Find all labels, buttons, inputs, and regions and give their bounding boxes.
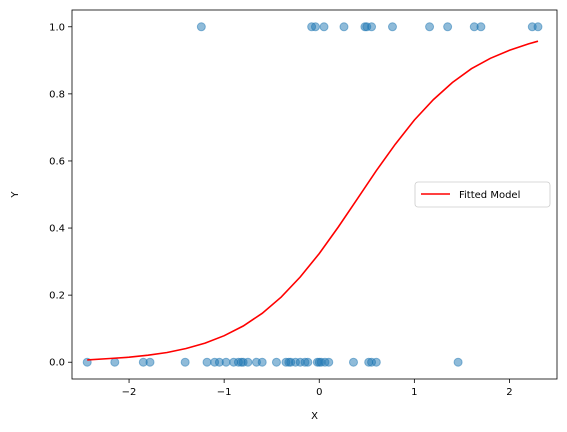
scatter-point [196,22,206,32]
y-tick-label: 0.6 [49,156,65,167]
scatter-point [303,357,313,367]
scatter-point [202,357,212,367]
scatter-point [271,357,281,367]
x-axis-label: X [311,411,318,422]
scatter-point [476,22,486,32]
legend-label: Fitted Model [459,190,520,201]
y-axis-label: Y [10,191,21,199]
scatter-point [180,357,190,367]
axes-frame [71,9,558,380]
scatter-point [324,357,334,367]
scatter-point [310,22,320,32]
x-axis: −2 −1 0 1 2 [122,379,513,398]
scatter-point [425,22,435,32]
x-tick-label: −2 [122,387,137,398]
scatter-point [145,357,155,367]
y-tick-label: 0.0 [49,358,65,369]
scatter-point [348,357,358,367]
scatter-point [367,22,377,32]
scatter-point [371,357,381,367]
scatter-point [319,22,329,32]
scatter-point [443,22,453,32]
x-tick-label: −1 [217,387,232,398]
scatter-point [110,357,120,367]
y-tick-label: 1.0 [49,22,65,33]
x-tick-label: 2 [506,387,512,398]
scatter-point [339,22,349,32]
y-tick-label: 0.4 [49,224,65,235]
legend: Fitted Model [414,181,551,208]
fitted-model-line [87,40,539,361]
legend-box [414,181,551,208]
y-tick-label: 0.2 [49,291,65,302]
scatter-point [453,357,463,367]
scatter-point [387,22,397,32]
x-tick-label: 0 [316,387,322,398]
y-tick-label: 0.8 [49,89,65,100]
plot-area [82,22,543,367]
y-axis: 0.0 0.2 0.4 0.6 0.8 1.0 [49,22,72,369]
scatter-point [221,357,231,367]
scatter-point [257,357,267,367]
x-tick-label: 1 [411,387,417,398]
scatter-point [533,22,543,32]
scatter-point [243,357,253,367]
